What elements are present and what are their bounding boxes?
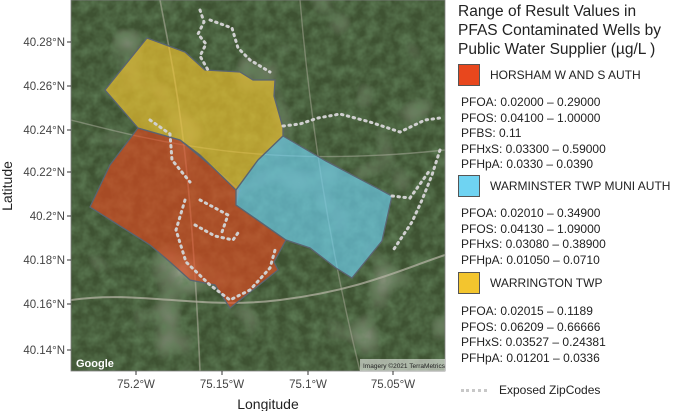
legend-label-horsham: HORSHAM W AND S AUTH bbox=[490, 68, 641, 82]
zipcode-boundaries bbox=[148, 8, 442, 302]
legend-label-warminster: WARMINSTER TWP MUNI AUTH bbox=[490, 179, 671, 193]
legend-item-warrington: WARRINGTON TWP bbox=[458, 270, 602, 296]
legend-item-warminster: WARMINSTER TWP MUNI AUTH bbox=[458, 173, 670, 199]
y-tick-label: 40.2°N bbox=[30, 211, 65, 223]
values-horsham: PFOA: 0.02000 – 0.29000 PFOS: 0.04100 – … bbox=[461, 95, 606, 173]
y-tick-label: 40.26°N bbox=[23, 81, 65, 93]
value-line: PFHxS: 0.03300 – 0.59000 bbox=[461, 141, 606, 156]
legend-label-warrington: WARRINGTON TWP bbox=[490, 276, 603, 290]
y-axis-label: Latitude bbox=[0, 161, 15, 211]
value-line: PFOS: 0.04100 – 1.00000 bbox=[461, 110, 601, 125]
legend-item-horsham: HORSHAM W AND S AUTH bbox=[458, 62, 641, 88]
y-tick-label: 40.18°N bbox=[23, 255, 65, 267]
zipcode-line-swatch bbox=[461, 388, 487, 392]
value-line: PFHpA: 0.01050 – 0.0710 bbox=[461, 252, 600, 267]
values-warminster: PFOA: 0.02010 – 0.34900 PFOS: 0.04130 – … bbox=[461, 206, 606, 268]
value-line: PFOS: 0.06209 – 0.66666 bbox=[461, 319, 601, 334]
y-tick-label: 40.14°N bbox=[23, 345, 65, 357]
x-tick-label: 75.2°W bbox=[117, 379, 155, 391]
value-line: PFOA: 0.02015 – 0.1189 bbox=[461, 304, 593, 318]
x-axis-label: Longitude bbox=[237, 396, 299, 411]
y-axis: 40.28°N 40.26°N 40.24°N 40.22°N 40.2°N 40.18°… bbox=[23, 37, 71, 357]
legend-swatch-horsham bbox=[458, 64, 480, 86]
x-tick-label: 75.15°W bbox=[200, 379, 244, 391]
y-tick-label: 40.28°N bbox=[23, 37, 65, 49]
y-tick-label: 40.16°N bbox=[23, 299, 65, 311]
value-line: PFOS: 0.04130 – 1.09000 bbox=[461, 221, 601, 236]
y-tick-label: 40.22°N bbox=[23, 167, 65, 179]
x-axis: 75.2°W 75.15°W 75.1°W 75.05°W bbox=[117, 371, 415, 391]
region-warrington bbox=[104, 37, 284, 191]
google-logo: Google bbox=[76, 358, 114, 370]
legend-item-zipcodes: Exposed ZipCodes bbox=[461, 383, 600, 397]
value-line: PFHxS: 0.03527 – 0.24381 bbox=[461, 335, 606, 349]
legend-title: Range of Result Values in PFAS Contamina… bbox=[458, 3, 662, 58]
value-line: PFOA: 0.02000 – 0.29000 bbox=[461, 95, 601, 109]
region-warminster bbox=[235, 135, 393, 279]
value-line: PFBS: 0.11 bbox=[461, 126, 522, 140]
value-line: PFHpA: 0.01201 – 0.0336 bbox=[461, 350, 600, 365]
values-warrington: PFOA: 0.02015 – 0.1189 PFOS: 0.06209 – 0… bbox=[461, 304, 606, 366]
value-line: PFHpA: 0.0330 – 0.0390 bbox=[461, 157, 594, 171]
x-tick-label: 75.1°W bbox=[289, 379, 327, 391]
x-tick-label: 75.05°W bbox=[371, 379, 415, 391]
value-line: PFHxS: 0.03080 – 0.38900 bbox=[461, 237, 606, 251]
y-tick-label: 40.24°N bbox=[23, 125, 65, 137]
legend-label-zipcodes: Exposed ZipCodes bbox=[499, 383, 601, 397]
legend-swatch-warrington bbox=[458, 272, 480, 294]
map-attribution: Imagery ©2021 TerraMetrics bbox=[363, 362, 446, 370]
legend-swatch-warminster bbox=[458, 175, 480, 197]
value-line: PFOA: 0.02010 – 0.34900 bbox=[461, 206, 601, 220]
